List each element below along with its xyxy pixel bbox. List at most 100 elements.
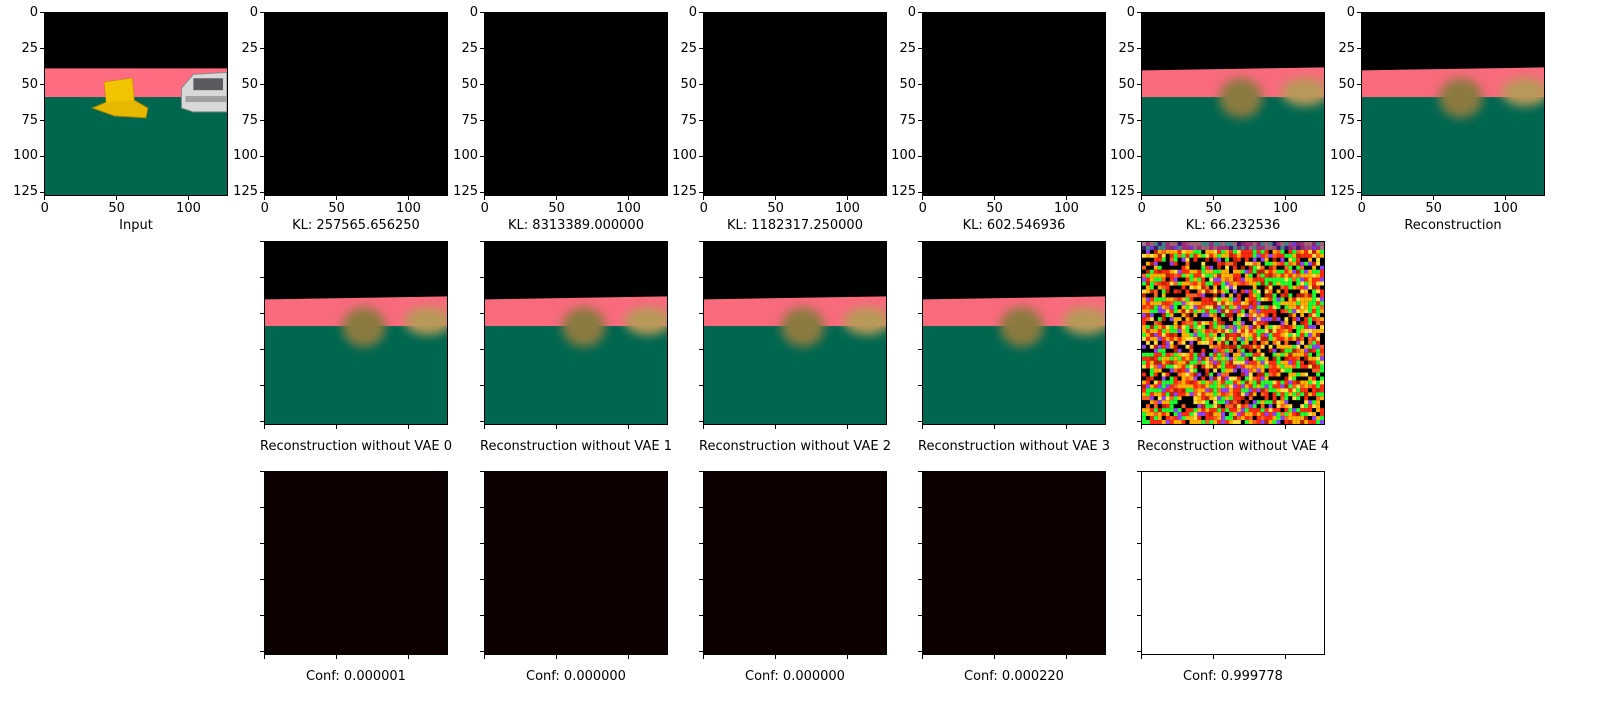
- x-tick: [484, 425, 486, 429]
- y-tick: [699, 384, 703, 386]
- y-tick: [699, 191, 703, 193]
- y-tick-label: 75: [680, 112, 697, 128]
- y-tick: [699, 12, 703, 14]
- y-tick-label: 50: [1118, 76, 1135, 92]
- panel-image: [45, 13, 227, 195]
- y-tick: [1357, 12, 1361, 14]
- y-tick: [480, 120, 484, 122]
- y-tick: [918, 120, 922, 122]
- panel-caption: KL: 1182317.250000: [727, 218, 863, 233]
- y-tick: [480, 650, 484, 652]
- y-tick: [699, 84, 703, 86]
- x-tick-label: 50: [108, 201, 125, 216]
- x-tick: [1141, 196, 1143, 200]
- y-tick: [260, 277, 264, 279]
- y-tick-label: 75: [1118, 112, 1135, 128]
- x-tick: [775, 425, 777, 429]
- y-tick: [260, 579, 264, 581]
- y-tick-label: 125: [1330, 184, 1355, 200]
- y-tick: [260, 84, 264, 86]
- y-tick: [699, 349, 703, 351]
- y-tick: [40, 155, 44, 157]
- y-tick-label: 100: [1110, 148, 1135, 164]
- y-tick: [1137, 48, 1141, 50]
- x-tick-label: 100: [835, 201, 860, 216]
- y-tick-label: 0: [469, 4, 478, 20]
- y-tick: [40, 84, 44, 86]
- y-tick-label: 0: [1346, 4, 1355, 20]
- x-tick: [1213, 196, 1215, 200]
- panel-caption: Conf: 0.000000: [745, 669, 845, 684]
- x-tick-label: 50: [1205, 201, 1222, 216]
- x-tick: [1141, 655, 1143, 659]
- x-tick-label: 100: [1493, 201, 1518, 216]
- y-tick-label: 0: [688, 4, 697, 20]
- y-tick: [1137, 420, 1141, 422]
- image-panel: [44, 12, 228, 196]
- x-tick: [846, 196, 848, 200]
- y-tick: [1137, 384, 1141, 386]
- panel-caption: Reconstruction without VAE 4: [1137, 439, 1329, 454]
- panel-caption: Conf: 0.000220: [964, 669, 1064, 684]
- y-tick: [918, 420, 922, 422]
- y-tick: [260, 313, 264, 315]
- x-tick: [484, 196, 486, 200]
- panel-image: [923, 13, 1105, 195]
- y-tick: [480, 12, 484, 14]
- y-tick: [480, 241, 484, 243]
- y-tick: [1357, 48, 1361, 50]
- panel-image: [485, 13, 667, 195]
- y-tick: [260, 384, 264, 386]
- x-tick: [994, 196, 996, 200]
- x-tick: [187, 196, 189, 200]
- y-tick: [40, 191, 44, 193]
- y-tick-label: 100: [13, 148, 38, 164]
- x-tick: [1065, 425, 1067, 429]
- y-tick: [1137, 349, 1141, 351]
- y-tick: [1137, 579, 1141, 581]
- y-tick-label: 100: [672, 148, 697, 164]
- x-tick: [556, 655, 558, 659]
- y-tick: [1137, 120, 1141, 122]
- x-tick: [556, 196, 558, 200]
- x-tick: [116, 196, 118, 200]
- x-tick: [1284, 425, 1286, 429]
- y-tick: [480, 507, 484, 509]
- y-tick: [918, 543, 922, 545]
- y-tick: [260, 614, 264, 616]
- x-tick: [922, 425, 924, 429]
- x-tick-label: 50: [767, 201, 784, 216]
- y-tick: [699, 650, 703, 652]
- y-tick: [480, 48, 484, 50]
- panel-caption: KL: 602.546936: [962, 218, 1066, 233]
- image-panel: [484, 471, 668, 655]
- y-tick-label: 125: [13, 184, 38, 200]
- y-tick: [1357, 84, 1361, 86]
- panel-caption: Conf: 0.999778: [1183, 669, 1283, 684]
- x-tick: [1213, 425, 1215, 429]
- y-tick: [480, 191, 484, 193]
- panel-image: [704, 472, 886, 654]
- panel-caption: Conf: 0.000001: [306, 669, 406, 684]
- y-tick: [918, 614, 922, 616]
- y-tick: [260, 543, 264, 545]
- y-tick: [480, 543, 484, 545]
- image-panel: [703, 12, 887, 196]
- y-tick: [699, 120, 703, 122]
- y-tick-label: 125: [672, 184, 697, 200]
- x-tick: [407, 655, 409, 659]
- y-tick: [260, 241, 264, 243]
- y-tick: [699, 471, 703, 473]
- x-tick-label: 100: [1054, 201, 1079, 216]
- y-tick: [260, 420, 264, 422]
- y-tick: [260, 471, 264, 473]
- y-tick: [1137, 12, 1141, 14]
- x-tick-label: 50: [548, 201, 565, 216]
- y-tick: [480, 155, 484, 157]
- x-tick-label: 100: [176, 201, 201, 216]
- x-tick: [922, 196, 924, 200]
- panel-image: [923, 242, 1105, 424]
- y-tick-label: 100: [453, 148, 478, 164]
- x-tick: [1284, 196, 1286, 200]
- y-tick: [480, 313, 484, 315]
